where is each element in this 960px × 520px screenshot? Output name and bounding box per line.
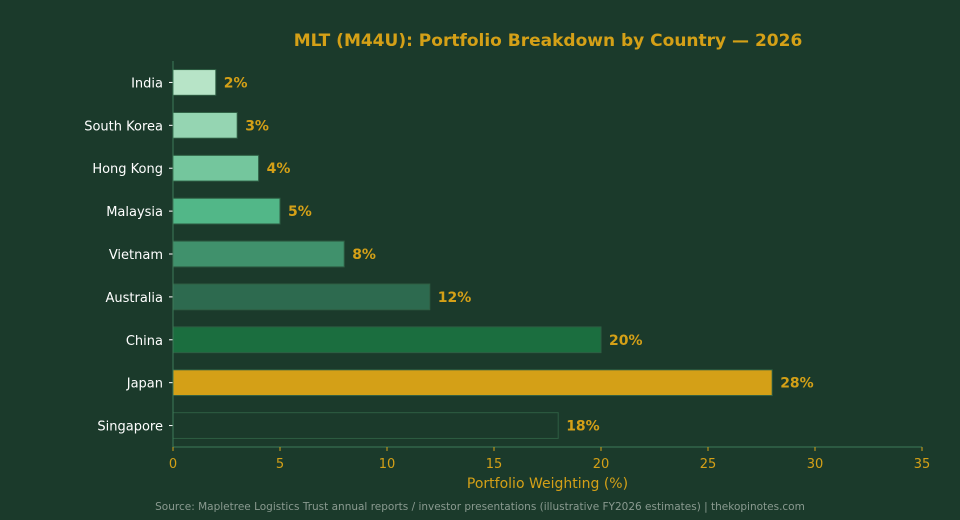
bars-layer: 2% 3% 4% 5% 8% 12% 20% 28% 18%	[172, 69, 814, 439]
value-label: 20%	[609, 333, 643, 349]
bar-australia	[172, 283, 431, 311]
value-label: 12%	[438, 290, 472, 306]
value-label: 8%	[352, 247, 376, 263]
x-tick-label: 30	[807, 457, 824, 472]
value-label: 28%	[780, 376, 814, 392]
value-label: 18%	[566, 419, 600, 435]
value-label: 4%	[267, 161, 291, 177]
chart-title: MLT (M44U): Portfolio Breakdown by Count…	[294, 31, 803, 51]
x-tick-label: 10	[379, 457, 396, 472]
bar-china	[172, 326, 602, 354]
source-note: Source: Mapletree Logistics Trust annual…	[155, 501, 805, 513]
x-tick-label: 20	[593, 457, 610, 472]
x-tick-label: 5	[276, 457, 284, 472]
bar-hong-kong	[172, 154, 260, 182]
category-label: Australia	[105, 291, 163, 306]
bar-singapore	[172, 412, 559, 439]
category-label: South Korea	[84, 119, 163, 134]
x-tick-label: 0	[169, 457, 177, 472]
bar-vietnam	[172, 240, 345, 268]
axes-layer: India South Korea Hong Kong Malaysia Vietnam…	[84, 61, 930, 472]
category-label: China	[126, 334, 163, 349]
bar-south-korea	[172, 111, 238, 139]
category-label: Malaysia	[106, 205, 163, 220]
category-label: Japan	[126, 377, 163, 392]
category-label: Vietnam	[109, 248, 163, 263]
value-label: 2%	[224, 75, 248, 91]
category-label: Hong Kong	[92, 162, 163, 177]
x-tick-label: 25	[700, 457, 717, 472]
category-label: India	[131, 76, 163, 91]
value-label: 3%	[245, 118, 269, 134]
x-tick-label: 15	[486, 457, 503, 472]
x-tick-label: 35	[914, 457, 931, 472]
bar-japan	[172, 369, 773, 397]
bar-malaysia	[172, 197, 281, 225]
x-axis-title: Portfolio Weighting (%)	[467, 476, 628, 492]
category-label: Singapore	[97, 420, 163, 435]
value-label: 5%	[288, 204, 312, 220]
bar-india	[172, 69, 217, 96]
